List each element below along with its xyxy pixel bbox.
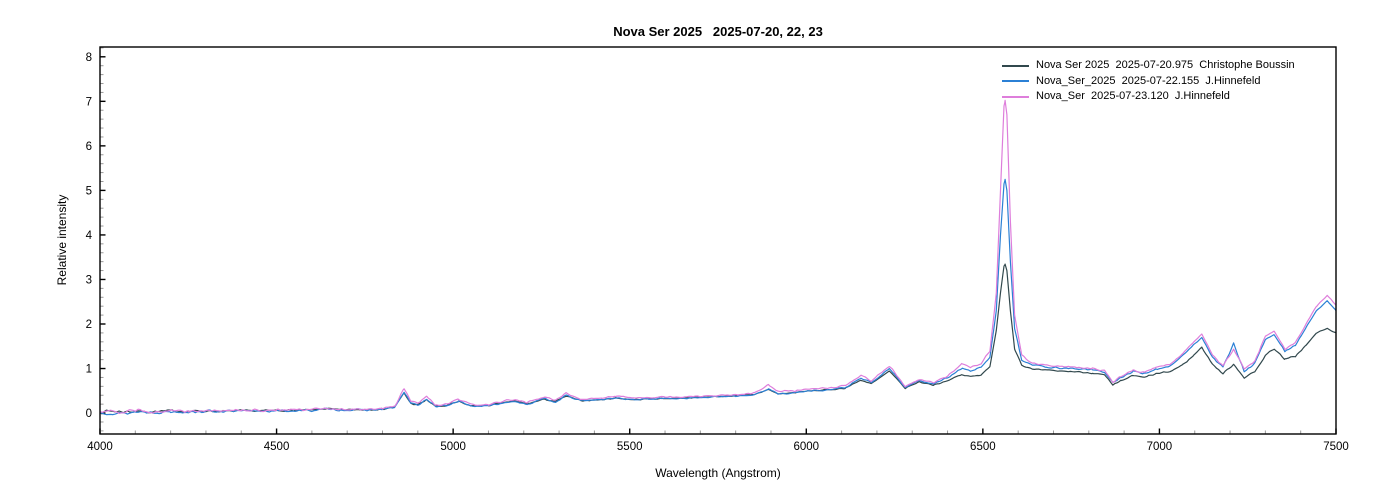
legend-label: Nova_Ser_2025 2025-07-22.155 J.Hinnefeld [1036, 74, 1261, 87]
legend-label: Nova_Ser 2025-07-23.120 J.Hinnefeld [1036, 90, 1230, 103]
legend-line-swatch [1002, 64, 1029, 67]
y-tick-label: 5 [86, 185, 92, 197]
legend-line-swatch [1002, 80, 1029, 83]
chart-title: Nova Ser 2025 2025-07-20, 22, 23 [613, 24, 823, 39]
x-tick-label: 5500 [617, 441, 643, 453]
x-tick-label: 4500 [264, 441, 290, 453]
x-tick-label: 6000 [793, 441, 819, 453]
series-line-0 [100, 263, 1336, 415]
y-tick-label: 1 [86, 364, 92, 376]
x-tick-label: 7500 [1323, 441, 1349, 453]
legend-item: Nova Ser 2025 2025-07-20.975 Christophe … [1002, 58, 1295, 74]
y-tick-label: 4 [86, 230, 93, 242]
y-tick-label: 7 [86, 96, 92, 108]
x-axis-title: Wavelength (Angstrom) [655, 466, 781, 480]
series-line-1 [100, 178, 1336, 416]
legend-item: Nova_Ser_2025 2025-07-22.155 J.Hinnefeld [1002, 74, 1295, 90]
y-tick-label: 0 [86, 408, 92, 420]
y-tick-label: 6 [86, 141, 92, 153]
x-tick-label: 5000 [440, 441, 466, 453]
legend-label: Nova Ser 2025 2025-07-20.975 Christophe … [1036, 59, 1295, 72]
series-line-2 [100, 99, 1336, 414]
x-tick-label: 6500 [970, 441, 996, 453]
y-tick-label: 8 [86, 52, 92, 64]
legend: Nova Ser 2025 2025-07-20.975 Christophe … [1002, 58, 1295, 105]
x-tick-label: 4000 [87, 441, 113, 453]
legend-line-swatch [1002, 95, 1029, 98]
plot-frame [99, 46, 1337, 435]
y-tick-label: 3 [86, 274, 92, 286]
x-tick-label: 7000 [1147, 441, 1173, 453]
legend-item: Nova_Ser 2025-07-23.120 J.Hinnefeld [1002, 89, 1295, 105]
y-tick-label: 2 [86, 319, 92, 331]
